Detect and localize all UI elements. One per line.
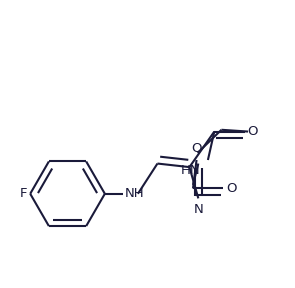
Text: F: F xyxy=(20,187,27,200)
Text: O: O xyxy=(248,125,258,138)
Text: O: O xyxy=(226,182,237,195)
Text: NH: NH xyxy=(124,187,144,200)
Text: O: O xyxy=(191,142,202,155)
Text: HN: HN xyxy=(181,164,200,177)
Text: N: N xyxy=(194,203,203,216)
